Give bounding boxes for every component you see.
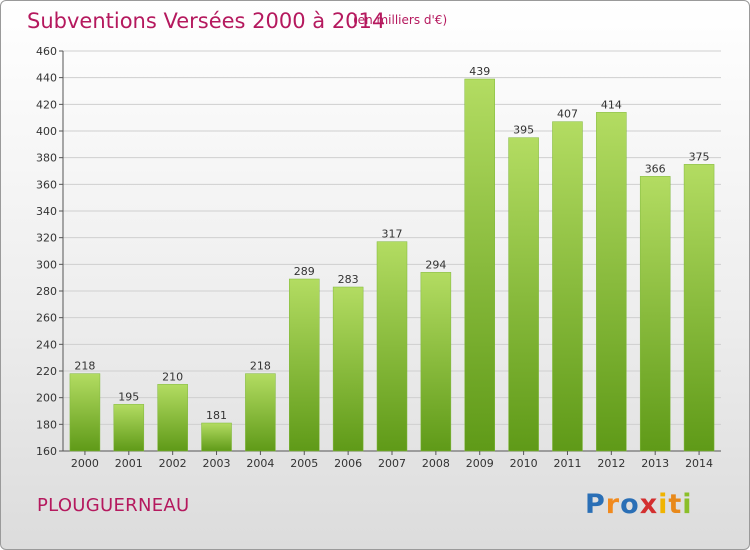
bar-2011 [552,121,583,452]
x-tick-label-2006: 2006 [334,457,362,470]
bar-2009 [464,78,495,452]
bar-2006 [332,286,364,452]
x-tick-label-2010: 2010 [510,457,538,470]
y-tick-label-300: 300 [36,258,57,271]
logo-letter: r [605,489,621,520]
data-label-2005: 289 [294,265,315,278]
bar-2010 [508,137,539,452]
logo-letter: i [682,489,693,520]
y-tick-label-220: 220 [36,365,57,378]
bar-2004 [245,373,276,452]
x-tick-label-2009: 2009 [466,457,494,470]
data-label-2003: 181 [206,409,227,422]
data-label-2007: 317 [382,228,403,241]
x-tick-label-2011: 2011 [553,457,581,470]
x-tick-label-2005: 2005 [290,457,318,470]
bar-2012 [596,112,627,452]
y-tick-label-400: 400 [36,125,57,138]
data-label-2002: 210 [162,370,183,383]
x-tick-label-2012: 2012 [597,457,625,470]
chart-title: Subventions Versées 2000 à 2014 [27,9,386,33]
logo-letter: i [658,489,669,520]
x-tick-labels: 2000 2001 2002 2003 2004 2005 2006 2007 2008 2009… [71,451,713,470]
data-label-2013: 366 [645,162,666,175]
x-tick-label-2001: 2001 [115,457,143,470]
bar-2002 [157,384,188,452]
x-tick-label-2008: 2008 [422,457,450,470]
y-tick-label-260: 260 [36,312,57,325]
data-label-2012: 414 [601,98,622,111]
data-label-2001: 195 [118,390,139,403]
x-tick-label-2014: 2014 [685,457,713,470]
bar-2008 [420,272,452,452]
bar-2001 [113,404,145,452]
bar-2007 [376,241,408,452]
x-tick-label-2003: 2003 [203,457,231,470]
y-tick-label-360: 360 [36,178,57,191]
x-tick-label-2000: 2000 [71,457,99,470]
x-tick-label-2002: 2002 [159,457,187,470]
proxiti-logo: Proxiti [585,489,693,520]
data-label-2009: 439 [469,65,490,78]
y-tick-labels: 160 180 200 220 240 260 280 300 320 340 360 380 400 4… [36,45,57,458]
bar-2005 [289,278,320,452]
x-tick-label-2013: 2013 [641,457,669,470]
y-tick-label-180: 180 [36,418,57,431]
chart-subtitle: (en milliers d'€) [353,13,448,27]
data-labels: 218 195 210 181 218 289 283 317 294 439 395 407 414 3… [74,65,709,422]
x-tick-label-2004: 2004 [246,457,274,470]
data-label-2010: 395 [513,124,534,137]
data-label-2004: 218 [250,360,271,373]
logo-letter: x [639,489,659,520]
y-tick-label-280: 280 [36,285,57,298]
bar-2013 [639,176,671,452]
y-tick-label-200: 200 [36,392,57,405]
bar-chart: 160 180 200 220 240 260 280 300 320 340 360 380 400 4… [36,45,721,470]
bar-2003 [201,422,232,452]
logo-letter: t [668,489,683,520]
y-tick-label-320: 320 [36,232,57,245]
data-label-2000: 218 [74,360,95,373]
bar-2014 [683,164,715,452]
y-tick-label-240: 240 [36,338,57,351]
logo-letter: P [585,489,606,520]
logo-letter: o [620,489,640,520]
commune-name: PLOUGUERNEAU [37,495,190,516]
data-label-2014: 375 [689,150,710,163]
y-tick-label-420: 420 [36,98,57,111]
y-tick-label-440: 440 [36,72,57,85]
data-label-2008: 294 [425,258,446,271]
x-tick-label-2007: 2007 [378,457,406,470]
y-tick-label-380: 380 [36,152,57,165]
data-label-2006: 283 [338,273,359,286]
y-tick-label-340: 340 [36,205,57,218]
y-tick-label-460: 460 [36,45,57,58]
data-label-2011: 407 [557,108,578,121]
bars [69,78,715,452]
y-tick-label-160: 160 [36,445,57,458]
bar-2000 [69,373,101,452]
